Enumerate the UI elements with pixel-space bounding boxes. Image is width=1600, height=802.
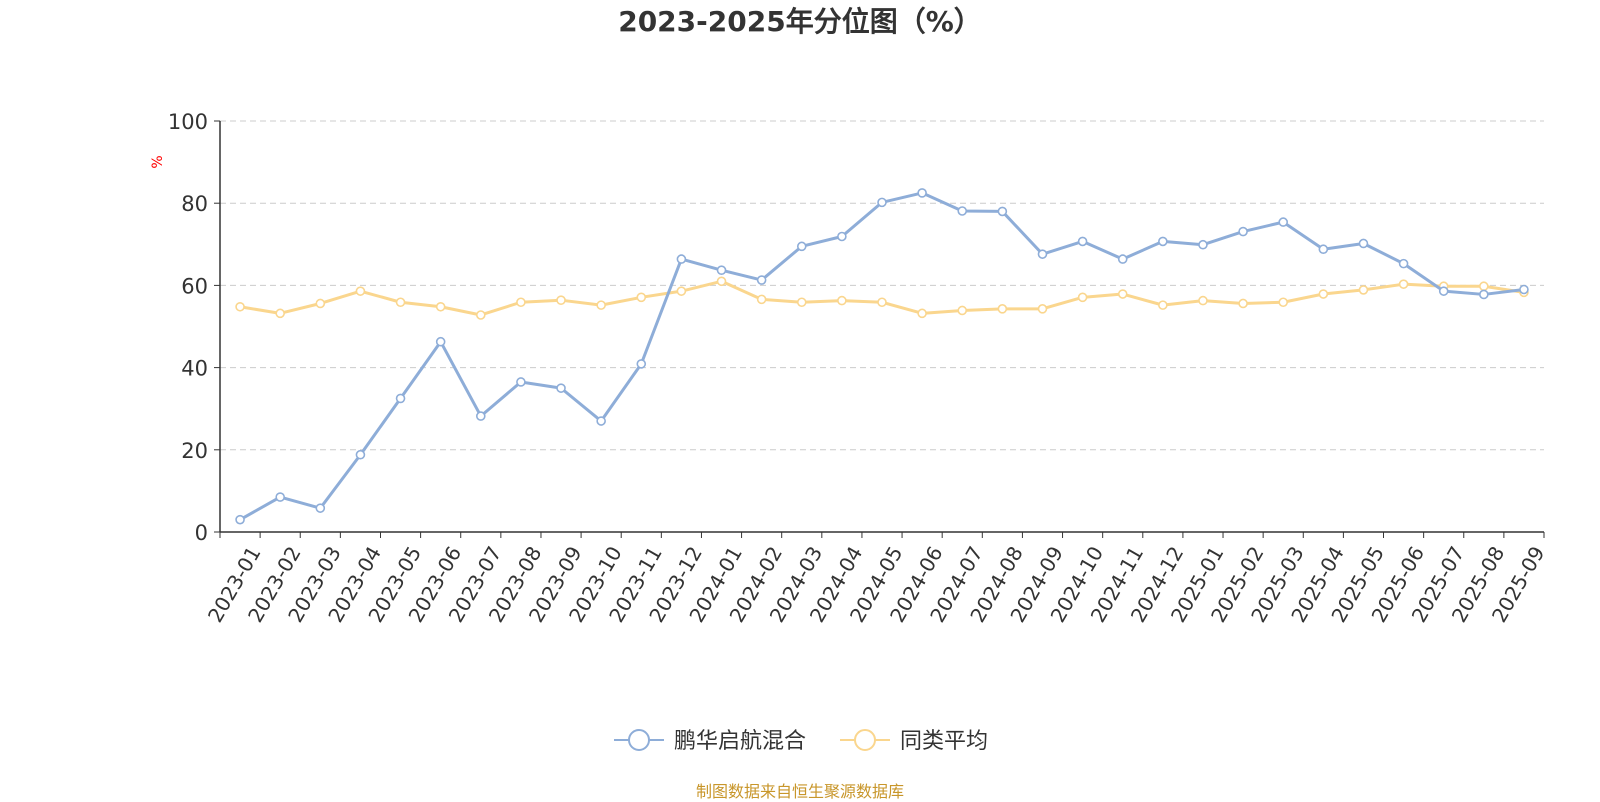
- legend-marker-2: [854, 729, 876, 751]
- series-1-point-8: [556, 383, 566, 393]
- series-1-point-6: [475, 411, 486, 421]
- series-2-point-12: [716, 276, 727, 287]
- series-1-point-19: [997, 206, 1008, 217]
- series-1-point-11: [676, 254, 687, 264]
- series-1-point-16: [877, 197, 887, 208]
- series-1-point-1: [275, 492, 285, 502]
- series-2-point-16: [877, 297, 887, 308]
- series-1-point-17: [917, 188, 927, 198]
- series-2-point-17: [917, 308, 927, 319]
- series-2-point-20: [1037, 304, 1048, 314]
- series-2-point-8: [556, 295, 566, 305]
- series-2-point-15: [837, 295, 847, 306]
- series-2-point-27: [1318, 289, 1329, 299]
- y-tick-label-4: 80: [181, 192, 208, 216]
- series-1-point-24: [1198, 239, 1208, 250]
- legend-label-1: 鹏华启航混合: [674, 729, 806, 754]
- chart-title: 2023-2025年分位图（%）: [618, 5, 982, 38]
- series-2-point-10: [636, 292, 647, 303]
- series-1-point-20: [1037, 249, 1048, 259]
- series-1-point-4: [395, 393, 406, 404]
- series-2-point-4: [395, 297, 406, 308]
- y-tick-label-5: 100: [168, 110, 208, 134]
- series-2-point-13: [756, 294, 767, 305]
- series-1-point-13: [756, 275, 767, 285]
- series-2-point-5: [435, 301, 446, 312]
- series-1-point-26: [1278, 217, 1289, 227]
- series-2-point-18: [957, 305, 968, 316]
- series-1-point-23: [1158, 236, 1168, 247]
- y-tick-label-1: 20: [181, 439, 208, 463]
- series-1-point-14: [796, 241, 807, 252]
- series-2-point-26: [1278, 297, 1289, 308]
- series-2-point-29: [1398, 279, 1409, 289]
- series-1-point-22: [1117, 254, 1128, 264]
- series-line-1: [239, 191, 1525, 521]
- series-2-point-9: [596, 300, 606, 310]
- series-2-point-6: [475, 310, 486, 320]
- series-2-point-0: [235, 301, 245, 312]
- data-source-note: 制图数据来自恒生聚源数据库: [695, 782, 904, 801]
- series-2-point-31: [1479, 281, 1489, 292]
- series-2-point-22: [1117, 289, 1128, 299]
- series-2-point-3: [355, 286, 366, 296]
- y-axis-label: %: [150, 155, 166, 168]
- series-2-point-11: [676, 286, 687, 296]
- series-2-point-7: [516, 297, 526, 308]
- series-1-point-7: [516, 377, 526, 387]
- series-2-point-2: [315, 298, 326, 309]
- series-2-point-21: [1077, 292, 1088, 303]
- series-1-point-10: [636, 359, 647, 369]
- series-2-point-25: [1238, 298, 1248, 309]
- series-1-point-9: [596, 416, 606, 426]
- series-1-point-28: [1358, 238, 1369, 249]
- series-1-point-30: [1438, 286, 1449, 296]
- y-tick-label-0: 0: [195, 521, 208, 545]
- series-2-point-23: [1158, 300, 1168, 310]
- series-1-point-18: [957, 206, 968, 216]
- series-1-point-32: [1519, 284, 1529, 295]
- series-1-point-31: [1479, 289, 1489, 300]
- series-1-point-29: [1398, 258, 1409, 269]
- y-tick-label-2: 40: [181, 357, 208, 381]
- legend-label-2: 同类平均: [900, 729, 988, 754]
- y-tick-label-3: 60: [181, 274, 208, 298]
- series-1-point-15: [837, 231, 847, 242]
- series-1-point-2: [315, 503, 326, 513]
- series-2-point-24: [1198, 295, 1208, 306]
- series-2-point-28: [1358, 285, 1369, 295]
- series-2-point-14: [796, 297, 807, 308]
- series-1-point-0: [235, 514, 245, 525]
- series-1-point-3: [355, 449, 366, 460]
- series-2-point-1: [275, 308, 285, 319]
- series-1-point-5: [435, 336, 446, 347]
- series-1-point-12: [716, 265, 727, 275]
- series-1-point-21: [1077, 236, 1088, 247]
- series-1-point-27: [1318, 244, 1329, 255]
- legend-marker-1: [628, 729, 650, 751]
- series-1-point-25: [1238, 226, 1248, 237]
- series-2-point-19: [997, 304, 1008, 314]
